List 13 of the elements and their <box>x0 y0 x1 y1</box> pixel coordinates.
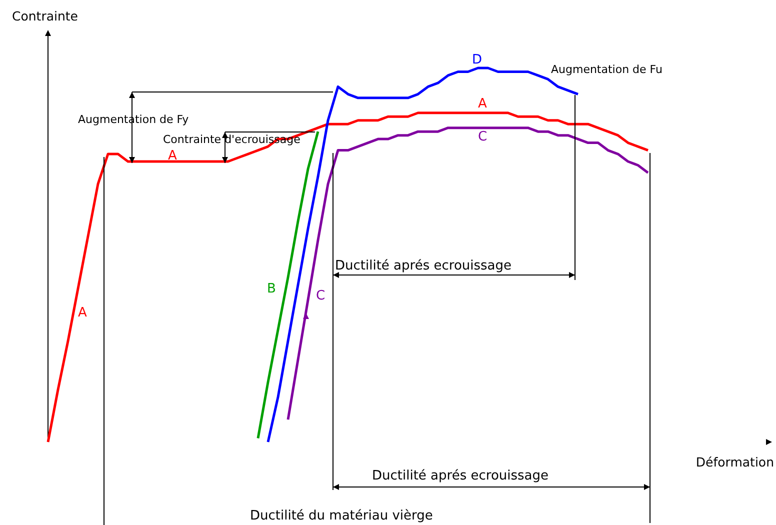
series-label: C <box>316 288 326 304</box>
annotation: C <box>478 130 488 145</box>
y-axis-title: Contrainte <box>12 8 78 24</box>
annotation: Ductilité aprés ecrouissage <box>335 258 512 274</box>
annotation: A <box>78 306 87 321</box>
annotation: A <box>478 96 487 112</box>
annotation: Augmentation de Fu <box>551 63 662 76</box>
series-label: B <box>267 282 276 297</box>
x-axis-title: Déformation <box>696 454 774 470</box>
series-label: D <box>472 52 482 68</box>
series-label: A <box>168 148 177 164</box>
text: Ductilité du matériau vièrge <box>250 508 433 524</box>
text: Ductilité aprés ecrouissage <box>372 468 549 484</box>
